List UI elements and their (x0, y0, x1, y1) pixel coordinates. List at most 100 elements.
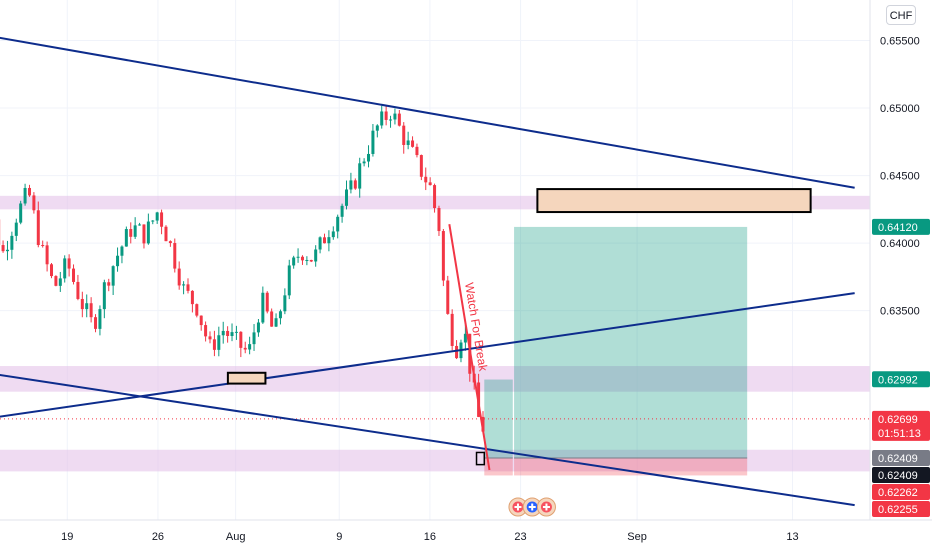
candle (133, 217, 137, 239)
candle-body (226, 330, 230, 336)
short-position-stop-zone (484, 458, 513, 476)
price-tag-bg (872, 371, 930, 388)
candle (437, 205, 441, 236)
candle (32, 192, 36, 214)
candle (80, 291, 84, 318)
price-tag-bg (872, 450, 930, 467)
candle-body (173, 243, 177, 269)
x-tick-label-0: 19 (61, 531, 73, 543)
candle-body (327, 237, 331, 244)
candle (309, 259, 313, 263)
candle (433, 183, 437, 213)
candle (186, 278, 190, 294)
candle (164, 225, 168, 242)
candle (27, 184, 31, 197)
candle (278, 309, 282, 325)
candle-body (146, 221, 150, 244)
candle (397, 109, 401, 127)
candle (190, 290, 194, 313)
supply-box[interactable] (536, 188, 812, 214)
candle-body (5, 249, 9, 252)
watch-line[interactable] (448, 224, 491, 471)
candle (182, 281, 186, 295)
candle (327, 230, 331, 252)
trend-line-0[interactable] (0, 34, 855, 189)
candle-body (239, 331, 243, 348)
marker-box[interactable] (475, 451, 486, 466)
price-tag-value: 0.64120 (878, 222, 918, 234)
candle-body (1, 245, 5, 252)
candle (441, 229, 445, 287)
candle (274, 313, 278, 327)
candle-body (274, 318, 278, 327)
entry-box[interactable] (226, 371, 267, 385)
candle (124, 226, 128, 247)
candle-body (371, 130, 375, 154)
candle-body (116, 255, 120, 267)
price-tags: 0.64120 0.62992 0.62699 01:51:13 0.62409 0.62… (872, 218, 930, 518)
currency-badge[interactable]: CHF (886, 5, 916, 25)
candle (116, 247, 120, 272)
event-flag-icon-2[interactable] (536, 497, 556, 517)
event-flag-icon-1[interactable] (522, 497, 542, 517)
event-icon-mark-h (528, 506, 536, 508)
price-tag-0: 0.64120 (872, 218, 930, 235)
price-tag-value: 0.62992 (878, 374, 918, 386)
candle (173, 238, 177, 273)
candle (336, 214, 340, 239)
event-icon-mark-h (514, 506, 522, 508)
price-tag-2: 0.62699 01:51:13 (872, 410, 930, 441)
positions[interactable] (0, 226, 870, 476)
trend-line-1[interactable] (0, 292, 855, 420)
drawn-boxes[interactable] (226, 188, 812, 466)
candle (199, 315, 203, 331)
long-position-stop-zone (514, 458, 748, 476)
candle (367, 145, 371, 168)
candle-body (199, 315, 203, 326)
candle-body (14, 222, 18, 236)
candle-body (419, 155, 423, 177)
price-tag-bg (872, 467, 930, 484)
candle (375, 124, 379, 138)
candle (353, 178, 357, 190)
candle-body (389, 119, 393, 121)
candle-body (402, 125, 406, 145)
x-tick-label-7: 13 (786, 531, 798, 543)
price-tag-5: 0.62262 (872, 484, 930, 501)
candle-body (367, 153, 371, 162)
candle (446, 275, 450, 315)
price-tag-bg (872, 484, 930, 501)
price-tag-value: 0.62699 (878, 414, 918, 426)
candle-body (177, 268, 181, 286)
candle (331, 226, 335, 240)
price-tag-value: 0.62409 (878, 453, 918, 465)
event-icons[interactable] (508, 497, 556, 517)
candle (463, 324, 467, 351)
candle-body (278, 311, 282, 319)
candle (455, 340, 459, 360)
candle (283, 288, 287, 315)
candle-body (120, 246, 124, 256)
candle (287, 259, 291, 300)
candle-body (36, 210, 40, 246)
candle-body (411, 140, 415, 147)
candle-body (204, 325, 208, 337)
x-tick-label-5: 23 (514, 531, 526, 543)
candle-body (270, 311, 274, 327)
candle (314, 245, 318, 267)
candle (411, 136, 415, 148)
price-tag-value: 0.62262 (878, 487, 918, 499)
candle-body (424, 176, 428, 183)
candle-body (67, 258, 71, 269)
y-tick-label-3: 0.64000 (880, 238, 920, 250)
candle (252, 324, 256, 351)
candle (221, 321, 225, 344)
candle (160, 209, 164, 235)
y-tick-label-0: 0.65500 (880, 36, 920, 48)
candle (155, 211, 159, 224)
trend-line-2[interactable] (0, 371, 855, 507)
trend-lines[interactable] (0, 34, 855, 507)
candle-body (195, 304, 199, 316)
